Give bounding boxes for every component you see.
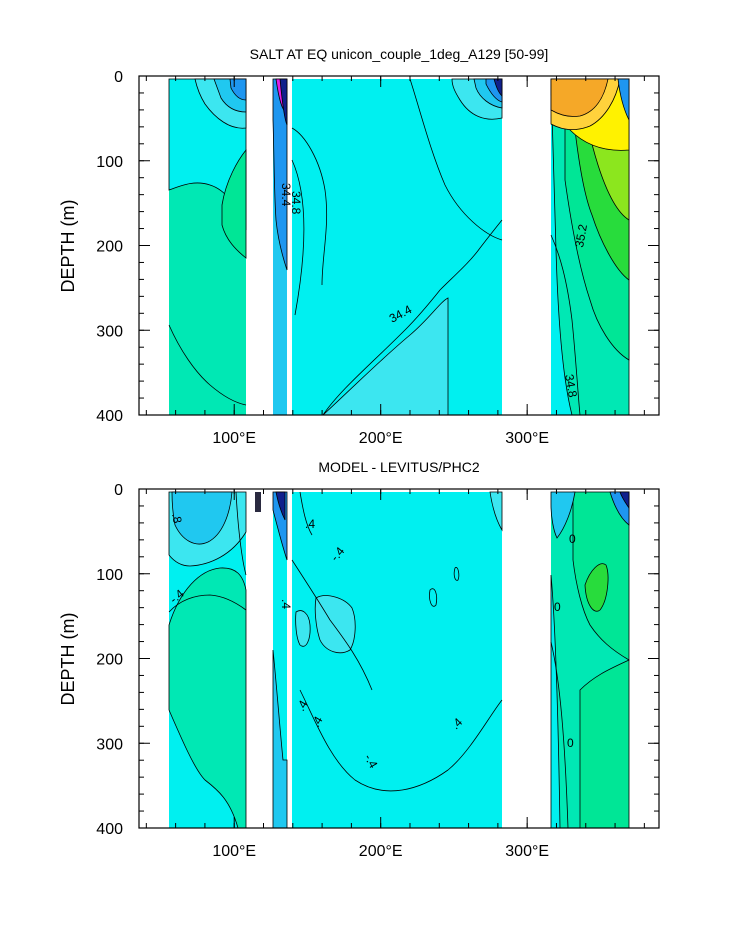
bottom-atlantic-lower-green [579, 659, 630, 829]
bottom-field [168, 491, 630, 829]
top-contour-label-2: 34.4 [279, 183, 293, 207]
bottom-contour-label-1: .8 [169, 512, 185, 525]
top-panel: SALT AT EQ unicon_couple_1deg_A129 [50-9… [58, 46, 660, 447]
bottom-pacific-east-contour-2 [453, 567, 460, 581]
bottom-indian-right-contour [235, 491, 247, 576]
top-pacific-diagonal-contour [322, 219, 503, 416]
bottom-contour-label-11: 0 [567, 736, 574, 750]
bottom-indian-upper-blue [171, 491, 233, 545]
bottom-y-tick-label: 400 [96, 821, 123, 838]
top-atlantic-contour-1 [550, 234, 581, 416]
top-x-tick-label: 100°E [212, 430, 256, 447]
top-contour-label-5: 34.8 [562, 373, 580, 399]
top-atlantic-orange [550, 78, 609, 117]
bottom-atlantic-east-contour [550, 641, 569, 829]
bottom-contour-label-10: 0 [554, 600, 561, 614]
top-contour-label-1: 34.8 [289, 191, 303, 215]
bottom-y-tick-label: 0 [114, 482, 123, 499]
top-x-tick-label: 300°E [505, 430, 549, 447]
top-y-tick-label: 200 [96, 239, 123, 256]
bottom-contour-label-5: .4 [279, 599, 293, 609]
bottom-contour-label-9: 0 [569, 532, 576, 546]
bottom-pacific-upper-contour [291, 559, 373, 691]
bottom-strait-ridge [255, 492, 261, 512]
top-indian-lower-contour [168, 324, 247, 406]
bottom-pacific-lightblob-2 [295, 610, 311, 647]
top-pacific-upper-contour [291, 127, 328, 286]
bottom-pacific-east-contour [429, 588, 438, 607]
bottom-x-tick-label: 200°E [359, 843, 403, 860]
bottom-region-pacific [292, 492, 502, 828]
bottom-x-tick-label: 100°E [212, 843, 256, 860]
top-y-tick-label: 300 [96, 323, 123, 340]
top-strait-navy [279, 78, 288, 126]
bottom-contour-label-4: .4 [305, 517, 315, 531]
bottom-y-axis-label: DEPTH (m) [58, 613, 78, 706]
top-indian-green-blob [221, 148, 247, 259]
top-pacific-contour-east [409, 78, 503, 241]
bottom-y-tick-label: 200 [96, 652, 123, 669]
bottom-atlantic-green-blob [584, 563, 609, 612]
top-contour-label-4: 35.2 [572, 223, 590, 249]
bottom-strait-sky [272, 649, 288, 829]
bottom-pacific-east-light [489, 491, 503, 532]
bottom-panel-title: MODEL - LEVITUS/PHC2 [318, 459, 480, 475]
bottom-panel: MODEL - LEVITUS/PHC2 [58, 459, 660, 860]
top-y-tick-label: 100 [96, 154, 123, 171]
top-axes: 100°E 200°E 300°E 0 100 200 300 400 [96, 69, 659, 447]
bottom-pacific-west-contour [299, 491, 313, 536]
bottom-strait-navy [275, 491, 286, 521]
top-y-axis-label: DEPTH (m) [58, 200, 78, 293]
bottom-atlantic-upper-sky [550, 491, 576, 539]
top-pacific-upper-contour-2 [291, 159, 305, 316]
bottom-contour-label-7: -.4 [361, 752, 380, 771]
bottom-indian-left-contour [168, 594, 247, 613]
top-field [168, 78, 630, 416]
top-x-tick-label: 200°E [359, 430, 403, 447]
bottom-contour-labels: .8 -.4 -.4 .4 .4 .4 -.4 .4 0 0 0 .4 [167, 512, 576, 771]
top-pacific-east-navy [493, 78, 503, 97]
top-panel-title: SALT AT EQ unicon_couple_1deg_A129 [50-9… [250, 46, 549, 62]
bottom-pacific-bowl-contour [299, 689, 503, 792]
bottom-atlantic-west-strip [550, 574, 561, 829]
bottom-axes: 100°E 200°E 300°E 0 100 200 300 400 [96, 482, 659, 860]
bottom-y-tick-label: 300 [96, 736, 123, 753]
bottom-atlantic-east-navy [619, 491, 630, 510]
bottom-y-tick-label: 100 [96, 567, 123, 584]
top-y-tick-label: 0 [114, 69, 123, 86]
top-pacific-deep-lightcyan [321, 297, 449, 416]
top-y-tick-label: 400 [96, 408, 123, 425]
bottom-x-tick-label: 300°E [505, 843, 549, 860]
top-atlantic-east-blue [617, 78, 630, 121]
top-strait-blue [272, 78, 288, 271]
bottom-pacific-lightblob-1 [314, 595, 356, 654]
